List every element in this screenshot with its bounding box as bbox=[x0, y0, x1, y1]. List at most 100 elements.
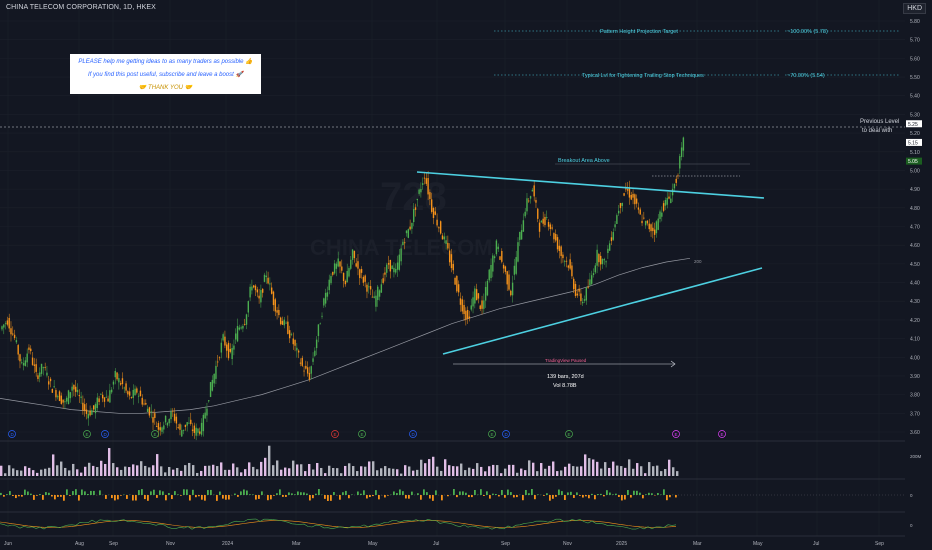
candle-body bbox=[625, 188, 627, 190]
volume-bar bbox=[80, 472, 83, 476]
volume-bar bbox=[388, 468, 391, 476]
osc-bar bbox=[558, 489, 560, 495]
volume-bar bbox=[24, 466, 27, 476]
candle-body bbox=[632, 193, 634, 198]
osc-bar bbox=[141, 489, 143, 495]
volume-bar bbox=[292, 460, 295, 476]
candle-body bbox=[199, 431, 201, 434]
osc-bar bbox=[135, 495, 137, 501]
candle-body bbox=[617, 210, 620, 214]
candle-body bbox=[619, 203, 622, 209]
currency-badge[interactable]: HKD bbox=[903, 3, 926, 14]
candle-body bbox=[312, 358, 314, 362]
candle-body bbox=[677, 175, 679, 177]
candle-body bbox=[434, 211, 436, 215]
volume-bar bbox=[4, 473, 7, 476]
candle-body bbox=[28, 347, 30, 350]
candle-body bbox=[211, 379, 214, 391]
candle-body bbox=[605, 261, 607, 263]
candle-body bbox=[641, 220, 643, 224]
candle-body bbox=[172, 410, 174, 412]
volume-bar bbox=[268, 445, 271, 476]
volume-bar bbox=[368, 461, 371, 476]
candle-body bbox=[62, 399, 64, 403]
osc-bar bbox=[72, 491, 74, 495]
candle-body bbox=[360, 269, 363, 273]
candle-body bbox=[438, 227, 440, 229]
candle-body bbox=[439, 221, 442, 234]
candle-body bbox=[215, 365, 217, 379]
candle-body bbox=[217, 361, 219, 363]
volume-bar bbox=[548, 465, 551, 476]
candle-body bbox=[384, 272, 386, 275]
volume-bar bbox=[396, 469, 399, 476]
volume-bar bbox=[664, 469, 667, 476]
volume-bar bbox=[608, 467, 611, 476]
osc-bar bbox=[195, 495, 197, 498]
candle-body bbox=[511, 282, 514, 296]
price-tick-label: 4.10 bbox=[910, 337, 920, 343]
candle-body bbox=[475, 289, 478, 301]
volume-bar bbox=[200, 470, 203, 476]
osc-bar bbox=[273, 495, 275, 496]
volume-bar bbox=[604, 462, 607, 476]
osc-bar bbox=[378, 495, 380, 500]
candle-body bbox=[157, 423, 160, 430]
candle-body bbox=[576, 293, 579, 296]
candle-body bbox=[679, 156, 681, 169]
candle-body bbox=[159, 427, 161, 431]
candle-body bbox=[540, 220, 543, 223]
osc-bar bbox=[39, 494, 41, 495]
candle-body bbox=[528, 200, 530, 202]
price-axis[interactable]: 5.80 5.70 5.60 5.50 5.40 5.30 5.20 5.10 5.00 4.90… bbox=[910, 19, 920, 436]
volume-bar bbox=[44, 468, 47, 476]
candle-body bbox=[357, 261, 359, 269]
time-axis[interactable]: Jun Aug Sep Nov 2024 Mar May Jul Sep Nov 2025 Mar Ma… bbox=[4, 541, 884, 547]
candle-body bbox=[493, 256, 496, 259]
time-tick-label: May bbox=[753, 541, 763, 547]
lower-trendline[interactable] bbox=[442, 267, 763, 355]
candle-body bbox=[321, 315, 323, 317]
osc-bar bbox=[240, 491, 242, 495]
volume-bar bbox=[636, 463, 639, 476]
volume-bar bbox=[528, 460, 531, 476]
candle-body bbox=[375, 295, 377, 307]
price-tick-label: 4.50 bbox=[910, 262, 920, 268]
osc-bar bbox=[9, 491, 11, 495]
volume-axis-label: 200M bbox=[910, 454, 922, 459]
osc-bar bbox=[507, 489, 509, 495]
candle-body bbox=[8, 317, 10, 329]
candle-body bbox=[582, 301, 584, 304]
candle-body bbox=[235, 333, 237, 340]
volume-bar bbox=[380, 468, 383, 476]
osc-bar bbox=[609, 492, 611, 495]
candle-body bbox=[272, 291, 275, 306]
candle-body bbox=[294, 339, 296, 346]
candle-body bbox=[441, 235, 444, 240]
price-tag-bg bbox=[906, 120, 922, 128]
osc-bar bbox=[186, 489, 188, 495]
candle-body bbox=[520, 230, 523, 240]
time-tick-label: 2024 bbox=[222, 541, 233, 547]
osc-bar bbox=[585, 495, 587, 497]
candle-body bbox=[89, 410, 91, 416]
candle-body bbox=[445, 240, 447, 244]
candle-body bbox=[497, 246, 499, 250]
osc-bar bbox=[396, 493, 398, 495]
candle-body bbox=[188, 422, 190, 424]
candle-body bbox=[67, 390, 70, 405]
volume-bar bbox=[668, 459, 671, 476]
candle-body bbox=[30, 348, 32, 352]
upper-trendline[interactable] bbox=[416, 171, 765, 199]
candle-body bbox=[346, 271, 348, 283]
candle-body bbox=[671, 188, 674, 196]
osc-bar bbox=[201, 495, 203, 500]
osc-bar bbox=[630, 495, 632, 498]
volume-bar bbox=[332, 468, 335, 476]
candle-body bbox=[263, 274, 266, 282]
candle-body bbox=[506, 271, 508, 285]
volume-bar bbox=[260, 461, 263, 476]
candle-body bbox=[574, 283, 577, 297]
osc-bar bbox=[219, 491, 221, 495]
